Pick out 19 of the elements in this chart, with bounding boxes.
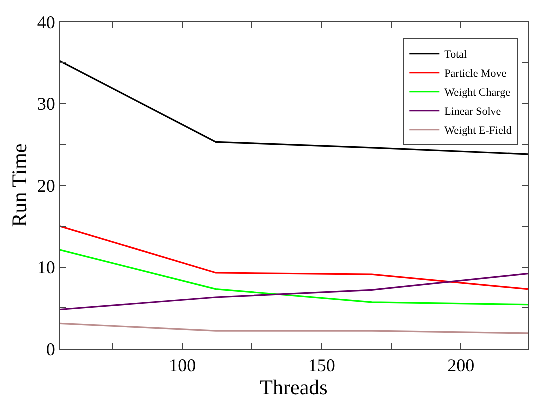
legend-label: Particle Move [444,68,507,80]
x-axis-title: Threads [260,376,328,400]
y-tick-label: 20 [37,176,56,196]
x-tick-label: 200 [448,356,475,376]
y-tick-label: 10 [37,258,56,278]
legend-label: Weight Charge [444,87,511,100]
x-tick-label: 150 [308,356,336,376]
line-series [60,226,528,290]
x-tick-label: 100 [169,356,196,376]
line-series [60,249,528,306]
line-series [60,272,528,311]
legend-label: Total [444,49,468,62]
legend-label: Weight E-Field [444,125,512,138]
y-axis-title: Run Time [8,144,32,228]
y-tick-label: 30 [37,94,56,114]
legend-label: Linear Solve [444,106,502,118]
line-series [60,60,528,156]
y-tick-label: 40 [37,12,56,32]
y-tick-label: 0 [46,339,56,360]
